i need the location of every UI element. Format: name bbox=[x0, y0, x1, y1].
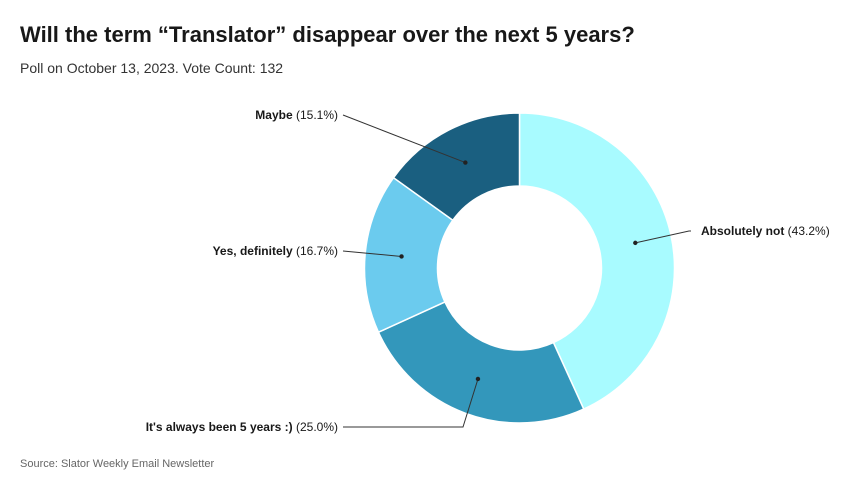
slice-label-name: Yes, definitely bbox=[213, 244, 296, 258]
slice-label: It's always been 5 years :) (25.0%) bbox=[146, 420, 338, 434]
slice-label: Maybe (15.1%) bbox=[255, 108, 338, 122]
leader-line bbox=[635, 230, 691, 244]
chart-title: Will the term “Translator” disappear ove… bbox=[20, 22, 635, 47]
donut-slice bbox=[392, 112, 521, 222]
donut-slice bbox=[518, 112, 676, 411]
donut-slice bbox=[377, 300, 585, 424]
slice-label-value: (16.7%) bbox=[296, 244, 338, 258]
slice-label: Yes, definitely (16.7%) bbox=[213, 244, 338, 258]
slice-label-name: It's always been 5 years :) bbox=[146, 420, 296, 434]
leader-line bbox=[343, 378, 479, 428]
leader-dot bbox=[633, 240, 638, 246]
chart-subtitle: Poll on October 13, 2023. Vote Count: 13… bbox=[20, 60, 284, 76]
leader-dot bbox=[399, 254, 404, 259]
slice-label-value: (25.0%) bbox=[296, 420, 338, 434]
slice-label-name: Absolutely not bbox=[701, 224, 788, 238]
slice-label-value: (43.2%) bbox=[788, 224, 830, 238]
leader-line bbox=[342, 250, 402, 257]
leader-dot bbox=[475, 376, 481, 382]
slice-label: Absolutely not (43.2%) bbox=[701, 224, 830, 238]
source-note: Source: Slator Weekly Email Newsletter bbox=[20, 458, 215, 470]
leader-dot bbox=[463, 160, 468, 165]
slice-label-value: (15.1%) bbox=[296, 108, 338, 122]
slice-label-name: Maybe bbox=[255, 108, 296, 122]
leader-line bbox=[342, 114, 466, 164]
